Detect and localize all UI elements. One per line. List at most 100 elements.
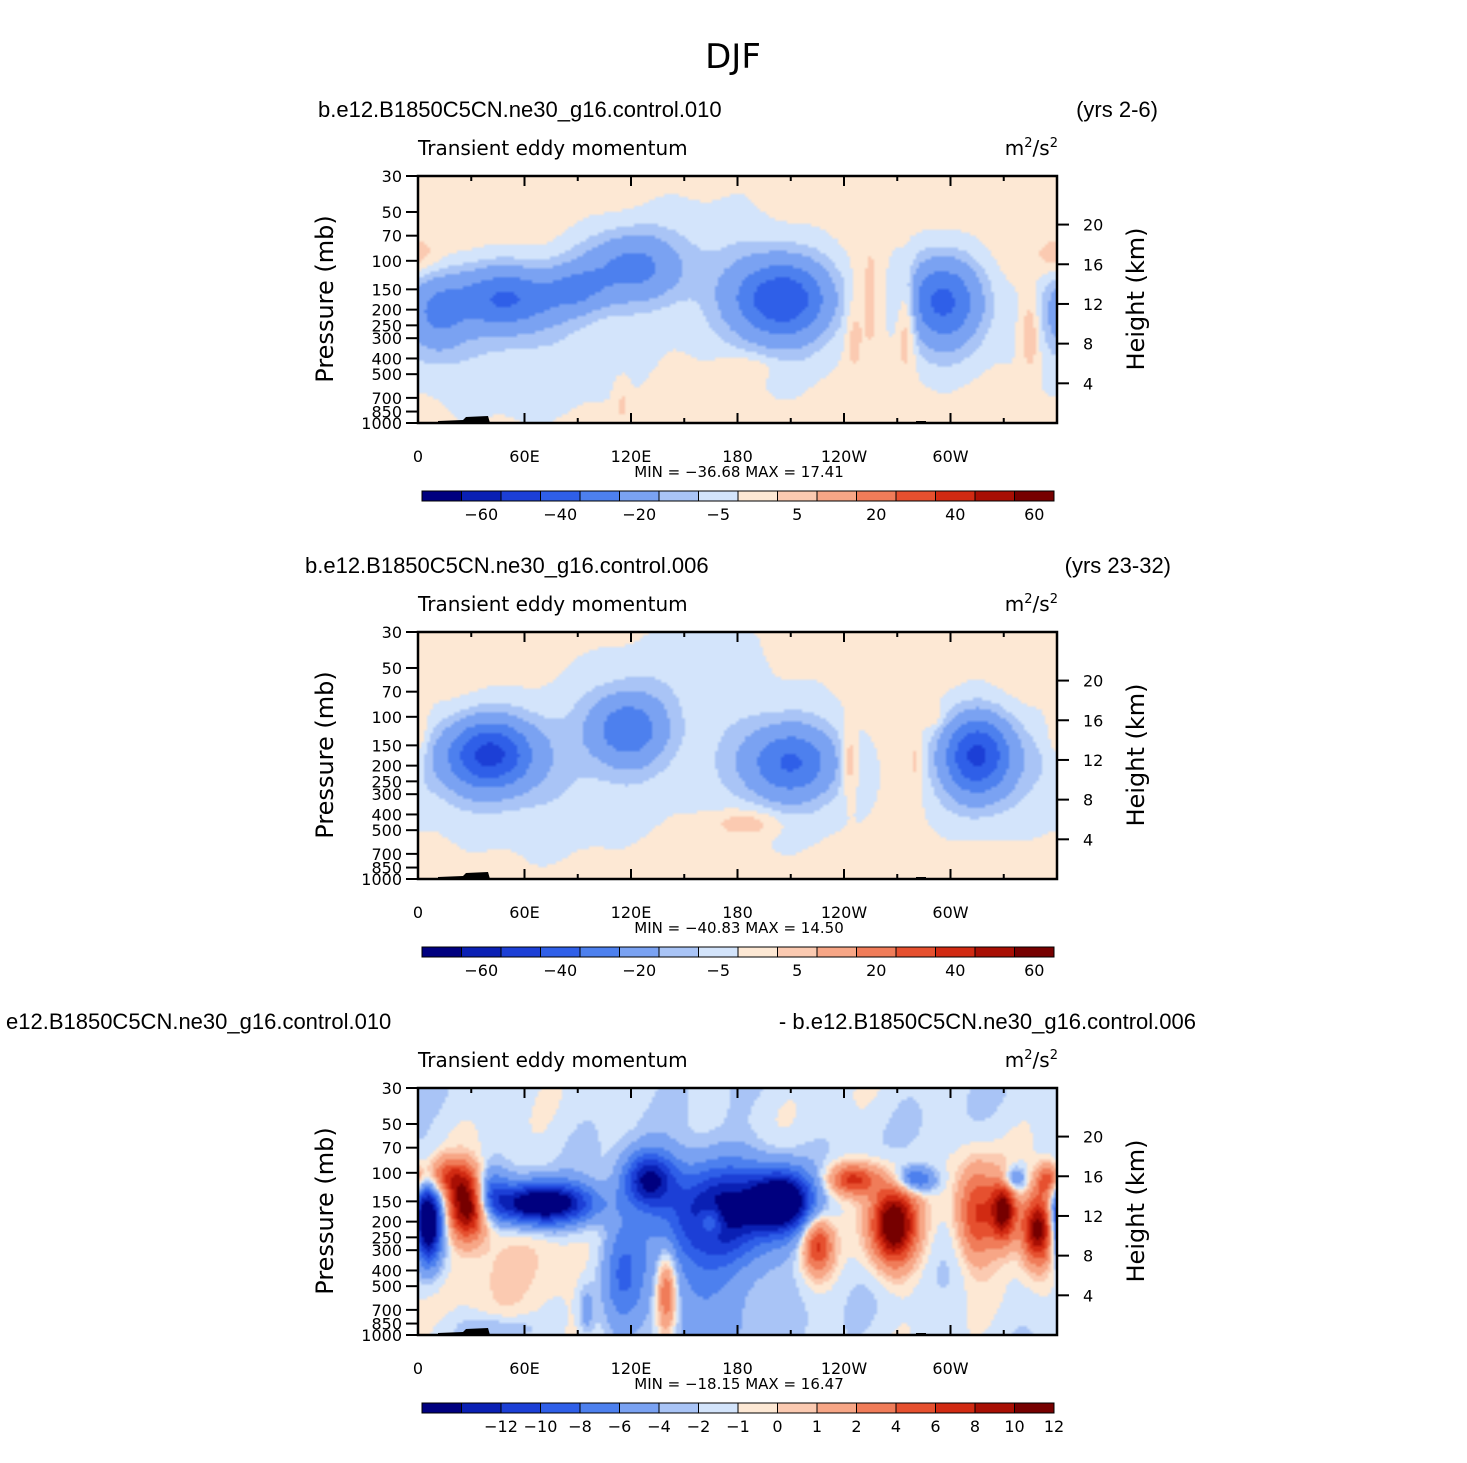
colorbar-swatch [698,490,739,502]
y-tick-label: 150 [371,280,402,299]
variable-label: Transient eddy momentum [417,136,688,160]
colorbar-swatch [974,490,1015,502]
colorbar-label: −6 [608,1417,632,1436]
y-tick-label: 70 [382,227,402,246]
y2-tick-label: 16 [1083,255,1103,274]
y-tick-label: 500 [371,821,402,840]
y-tick-label: 850 [371,859,402,878]
contour-plot: 0 60E 120E 180 120W 60W3050701001502002503004… [311,1079,1150,1436]
x-tick-label: 0 [413,1359,423,1378]
colorbar-label: −20 [622,961,656,980]
y2-tick-label: 4 [1083,830,1093,849]
y-tick-label: 700 [371,1301,402,1320]
y-tick-label: 700 [371,845,402,864]
units-label: m2/s2 [1005,592,1058,616]
x-tick-label: 180 [722,903,753,922]
min-max-stats: MIN = −36.68 MAX = 17.41 [634,463,844,481]
y2-tick-label: 4 [1083,1286,1093,1305]
colorbar-label: 0 [772,1417,782,1436]
colorbar-label: −8 [568,1417,592,1436]
colorbar-label: 40 [945,505,965,524]
panel-0: b.e12.B1850C5CN.ne30_g16.control.010 (yr… [311,97,1158,524]
variable-label: Transient eddy momentum [417,1048,688,1072]
y-tick-label: 1000 [361,870,402,889]
case-right-label: (yrs 2-6) [1076,97,1158,122]
y2-tick-label: 12 [1083,751,1103,770]
x-tick-label: 60E [509,903,539,922]
colorbar-label: 2 [851,1417,861,1436]
colorbar-swatch [1014,946,1055,958]
y-tick-label: 50 [382,1115,402,1134]
y2-axis-label: Height (km) [1122,228,1150,371]
x-tick-label: 60W [932,447,968,466]
colorbar-swatch [856,1402,897,1414]
y-tick-label: 700 [371,389,402,408]
y-tick-label: 100 [371,1164,402,1183]
colorbar-swatch [658,946,699,958]
colorbar-swatch [935,946,976,958]
x-tick-label: 120W [821,447,868,466]
contour-field [418,1088,1057,1335]
min-max-stats: MIN = −40.83 MAX = 14.50 [634,919,844,937]
y2-tick-label: 20 [1083,216,1103,235]
x-tick-label: 120E [611,1359,652,1378]
colorbar-label: −60 [464,505,498,524]
colorbar-label: −20 [622,505,656,524]
colorbar-swatch [579,490,620,502]
colorbar-label: −5 [706,961,730,980]
y2-tick-label: 20 [1083,672,1103,691]
colorbar-swatch [658,1402,699,1414]
x-tick-label: 60E [509,447,539,466]
y2-axis-label: Height (km) [1122,1140,1150,1283]
colorbar-label: 5 [792,961,802,980]
colorbar-swatch [698,946,739,958]
x-tick-label: 120E [611,903,652,922]
y-tick-label: 70 [382,683,402,702]
x-tick-label: 180 [722,1359,753,1378]
colorbar-swatch [777,946,818,958]
y-tick-label: 1000 [361,1326,402,1345]
colorbar-swatch [777,1402,818,1414]
colorbar-swatch [737,490,778,502]
colorbar-label: −60 [464,961,498,980]
y-tick-label: 70 [382,1139,402,1158]
y2-tick-label: 20 [1083,1128,1103,1147]
y-tick-label: 850 [371,403,402,422]
colorbar-swatch [421,1402,462,1414]
colorbar-label: 60 [1024,961,1044,980]
colorbar-label: −40 [543,961,577,980]
y-tick-label: 400 [371,1261,402,1280]
colorbar-swatch [698,1402,739,1414]
case-right-label: (yrs 23-32) [1065,553,1171,578]
colorbar-swatch [935,1402,976,1414]
contour-field [418,632,1057,879]
colorbar-label: −40 [543,505,577,524]
y-tick-label: 200 [371,301,402,320]
case-left-label: b.e12.B1850C5CN.ne30_g16.control.010 [318,97,722,122]
colorbar-label: 10 [1004,1417,1024,1436]
colorbar-label: 12 [1044,1417,1064,1436]
x-tick-label: 0 [413,447,423,466]
panel-1: b.e12.B1850C5CN.ne30_g16.control.006 (yr… [305,553,1171,980]
colorbar-label: 20 [866,505,886,524]
y-tick-label: 300 [371,1241,402,1260]
x-tick-label: 60W [932,903,968,922]
x-tick-label: 0 [413,903,423,922]
colorbar-swatch [816,490,857,502]
colorbar-label: 4 [891,1417,901,1436]
colorbar-label: −10 [524,1417,558,1436]
colorbar-swatch [737,946,778,958]
y-tick-label: 250 [371,772,402,791]
y-axis-label: Pressure (mb) [311,215,339,382]
y-tick-label: 150 [371,736,402,755]
colorbar-swatch [461,1402,502,1414]
y-axis-label: Pressure (mb) [311,1127,339,1294]
y2-tick-label: 8 [1083,791,1093,810]
y-tick-label: 30 [382,1079,402,1098]
y-tick-label: 400 [371,805,402,824]
y-tick-label: 1000 [361,414,402,433]
colorbar-swatch [856,946,897,958]
colorbar-swatch [619,946,660,958]
min-max-stats: MIN = −18.15 MAX = 16.47 [634,1375,844,1393]
colorbar-label: 60 [1024,505,1044,524]
